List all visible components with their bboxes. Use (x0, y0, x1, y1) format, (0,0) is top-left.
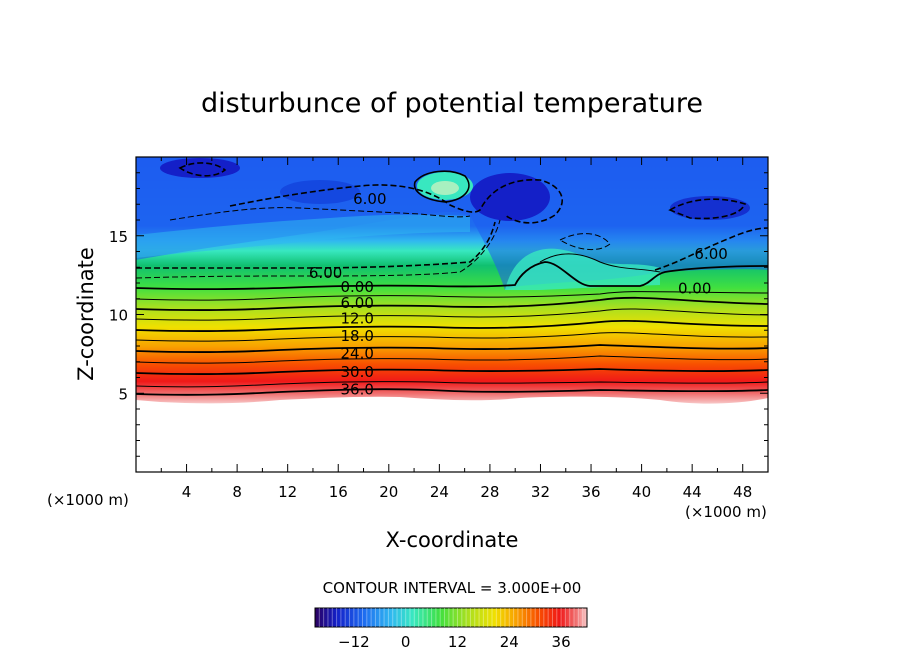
contour-line (558, 233, 611, 250)
contour-line (229, 179, 563, 224)
y-axis: 5 10 15 (109, 172, 768, 457)
colorbar: −12 0 12 24 36 (314, 607, 588, 651)
contour-line (136, 355, 768, 364)
light-blue-band (136, 214, 470, 258)
contour-lines (136, 162, 768, 396)
contour-line (136, 320, 768, 332)
contour-label: 6.00 (694, 245, 727, 263)
contour-line (136, 291, 768, 301)
x-tick-label: 28 (480, 483, 499, 501)
contour-line (136, 308, 768, 321)
contour-line (654, 227, 768, 271)
x-axis: 4 8 12 16 20 24 28 32 36 40 44 48 (160, 157, 752, 501)
x-tick-label: 20 (379, 483, 398, 501)
colorbar-divisions (318, 608, 584, 627)
contour-interval-label: CONTOUR INTERVAL = 3.000E+00 (323, 579, 582, 597)
contour-line (413, 170, 470, 203)
contour-line (136, 368, 768, 375)
contour-label: 12.0 (340, 310, 373, 328)
contour-label: 6.00 (353, 190, 386, 208)
dark-pocket (280, 180, 360, 204)
x-unit-label: (×1000 m) (685, 503, 767, 521)
cyan-plume (505, 248, 660, 290)
plot-area (136, 157, 768, 472)
y-tick-label: 5 (118, 385, 128, 403)
colorbar-tick-label: 0 (401, 633, 411, 651)
contour-labels: 36.030.024.018.012.06.000.006.006.000.00… (309, 190, 728, 399)
contour-label: 0.00 (340, 278, 373, 296)
x-tick-label: 32 (531, 483, 550, 501)
contour-line (169, 207, 471, 221)
contour-label: 6.00 (309, 264, 342, 282)
contour-label: 36.0 (340, 381, 373, 399)
contour-line (539, 253, 661, 273)
colorbar-gradient (314, 607, 588, 628)
x-tick-label: 44 (683, 483, 702, 501)
contour-line (136, 221, 496, 269)
dark-pocket (470, 173, 550, 221)
colorbar-tick-label: 36 (552, 633, 571, 651)
x-tick-label: 12 (278, 483, 297, 501)
contour-line (136, 332, 768, 342)
x-tick-label: 24 (430, 483, 449, 501)
x-tick-label: 16 (329, 483, 348, 501)
colorbar-tick-label: 24 (500, 633, 519, 651)
colorbar-tick-label: 12 (448, 633, 467, 651)
y-tick-label: 10 (109, 307, 128, 325)
chart-title: disturbunce of potential temperature (201, 88, 703, 119)
y-tick-label: 15 (109, 228, 128, 246)
y-unit-label: (×1000 m) (47, 491, 129, 509)
x-tick-label: 8 (232, 483, 242, 501)
contour-line (136, 344, 768, 353)
contour-line (668, 198, 747, 220)
contour-line (136, 261, 768, 291)
cyan-patch (431, 181, 459, 195)
contour-label: 30.0 (340, 363, 373, 381)
x-tick-label: 48 (733, 483, 752, 501)
x-axis-title: X-coordinate (386, 528, 519, 552)
contour-label: 24.0 (340, 344, 373, 362)
contour-line (136, 219, 501, 279)
contour-line (136, 381, 768, 388)
x-tick-label: 4 (182, 483, 192, 501)
contour-line (136, 388, 768, 396)
y-axis-title: Z-coordinate (74, 247, 98, 381)
colorbar-tick-labels: −12 0 12 24 36 (338, 633, 571, 651)
contour-label: 6.00 (340, 294, 373, 312)
contour-label: 0.00 (678, 280, 711, 298)
contour-label: 18.0 (340, 327, 373, 345)
colorbar-tick-label: −12 (338, 633, 370, 651)
contour-line (178, 162, 227, 177)
x-tick-label: 40 (632, 483, 651, 501)
contour-line (136, 296, 768, 311)
x-tick-label: 36 (581, 483, 600, 501)
dark-pocket (160, 158, 240, 178)
